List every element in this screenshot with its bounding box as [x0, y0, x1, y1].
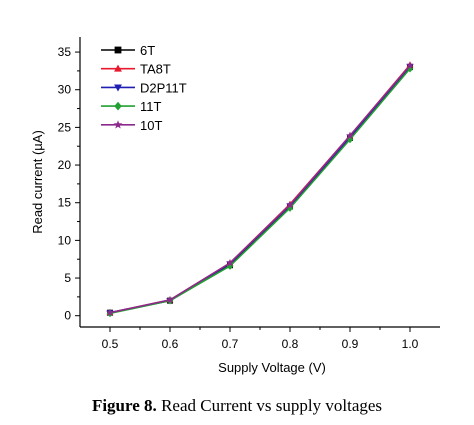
- x-axis-ticks: 0.5 0.6 0.7 0.8 0.9 1.0: [102, 327, 419, 351]
- data-point-10t: [286, 200, 294, 209]
- legend-label-ta8t: TA8T: [140, 62, 171, 77]
- series-line-10t: [109, 65, 411, 314]
- data-point-10t: [166, 295, 174, 304]
- y-axis-title: Read current (µA): [30, 130, 45, 234]
- legend-marker-ta8t: [114, 64, 122, 72]
- x-tick-label: 1.0: [402, 337, 419, 351]
- legend-marker-d2p11t: [114, 84, 122, 92]
- y-tick-label: 20: [58, 158, 72, 172]
- x-tick-label: 0.8: [282, 337, 299, 351]
- series-layer: [106, 61, 414, 318]
- x-tick-label: 0.7: [222, 337, 239, 351]
- x-tick-label: 0.5: [102, 337, 119, 351]
- figure-caption: Figure 8. Read Current vs supply voltage…: [0, 396, 474, 416]
- y-axis-ticks: 0 5 10 15 20 25 30 35: [58, 45, 80, 323]
- read-current-chart: 0 5 10 15 20 25 30 35 0.5 0.6 0.7 0.8 0.9 1.0 6T TA8T…: [30, 37, 440, 375]
- x-axis-title: Supply Voltage (V): [218, 360, 326, 375]
- data-point-10t: [226, 258, 234, 267]
- y-tick-label: 10: [58, 233, 72, 247]
- legend-label-11t: 11T: [140, 99, 161, 114]
- y-tick-label: 15: [58, 196, 72, 210]
- x-tick-label: 0.6: [162, 337, 179, 351]
- legend-label-6t: 6T: [140, 43, 155, 58]
- legend-marker-10t: [113, 120, 123, 129]
- y-tick-label: 0: [64, 309, 71, 323]
- figure-label: Figure 8.: [91, 396, 157, 415]
- data-point-11t: [406, 64, 414, 73]
- legend-label-d2p11t: D2P11T: [140, 80, 187, 95]
- plot-frame: [79, 37, 440, 328]
- figure-caption-text: Read Current vs supply voltages: [156, 396, 383, 415]
- data-point-10t: [106, 308, 114, 316]
- legend-label-10t: 10T: [140, 118, 162, 133]
- x-tick-label: 0.9: [342, 337, 359, 351]
- y-tick-label: 5: [64, 271, 71, 285]
- y-tick-label: 25: [58, 120, 72, 134]
- legend-marker-11t: [114, 101, 122, 111]
- data-point-10t: [346, 131, 354, 139]
- legend-marker-6t: [114, 46, 122, 54]
- data-point-11t: [226, 262, 234, 270]
- y-tick-label: 30: [58, 83, 72, 97]
- legend: 6T TA8T D2P11T 11T 10T: [101, 43, 187, 133]
- data-point-10t: [406, 61, 414, 69]
- y-tick-label: 35: [58, 45, 72, 59]
